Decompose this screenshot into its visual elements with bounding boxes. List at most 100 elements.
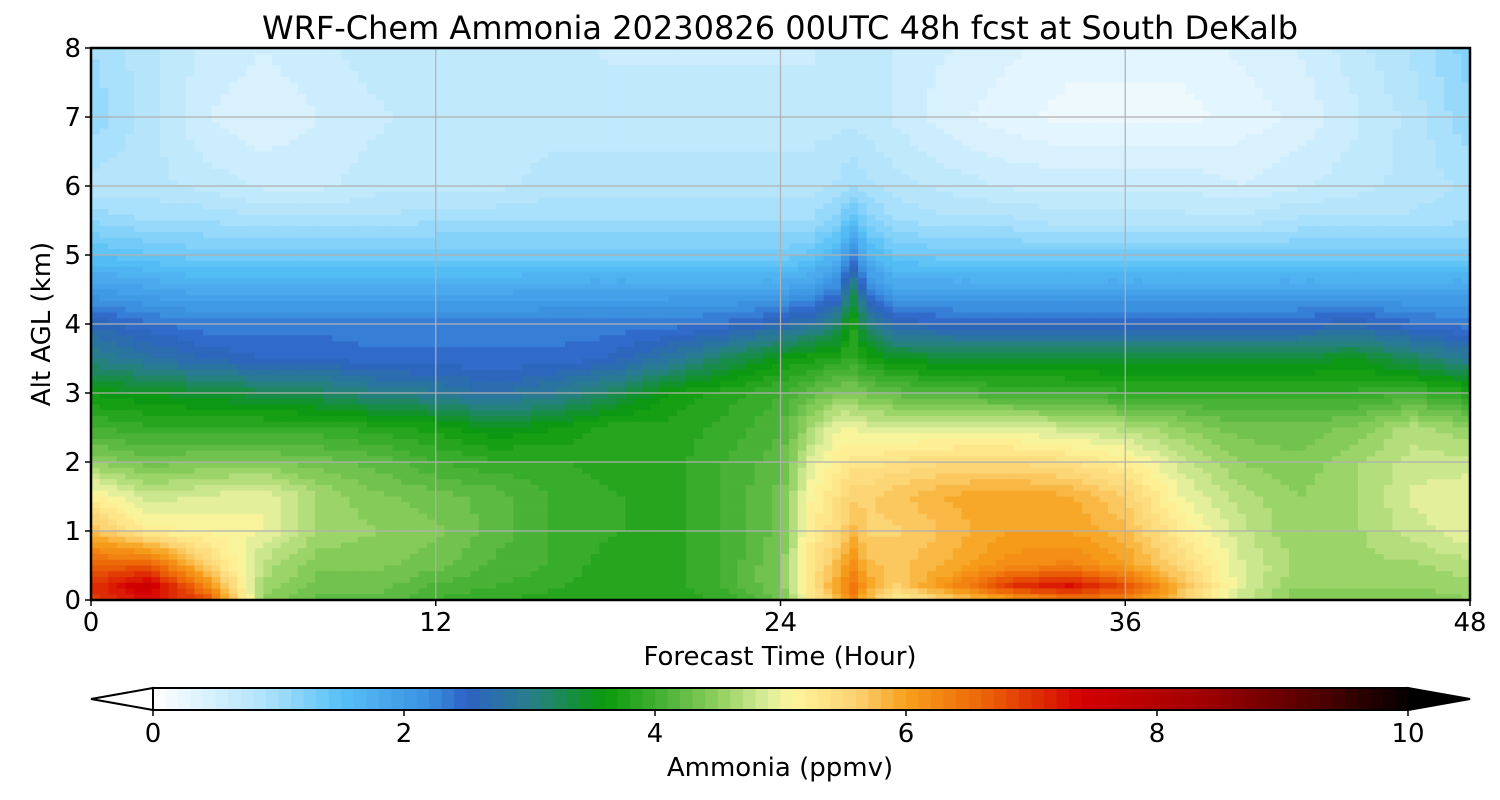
heatmap-cell: [185, 157, 196, 164]
heatmap-cell: [935, 111, 945, 118]
heatmap-cell: [892, 53, 902, 61]
heatmap-cell: [185, 168, 196, 176]
heatmap-cell: [1340, 214, 1350, 222]
heatmap-cell: [1030, 111, 1040, 118]
heatmap-cell: [789, 168, 799, 176]
heatmap-cell: [573, 76, 583, 84]
heatmap-cell: [332, 111, 342, 118]
heatmap-cell: [306, 59, 316, 66]
heatmap-cell: [573, 88, 583, 95]
heatmap-cell: [1392, 140, 1402, 147]
heatmap-cell: [1220, 76, 1230, 84]
heatmap-cell: [771, 168, 782, 176]
heatmap-cell: [642, 180, 652, 187]
heatmap-cell: [590, 117, 601, 124]
heatmap-cell: [754, 105, 764, 112]
heatmap-cell: [1021, 214, 1032, 222]
heatmap-cell: [271, 99, 282, 107]
heatmap-cell: [918, 94, 928, 101]
heatmap-cell: [970, 48, 980, 55]
heatmap-cell: [461, 94, 471, 101]
heatmap-cell: [1116, 220, 1126, 227]
heatmap-cell: [1185, 220, 1195, 227]
heatmap-cell: [1142, 180, 1152, 187]
heatmap-cell: [720, 99, 730, 107]
heatmap-cell: [375, 99, 385, 107]
heatmap-cell: [228, 76, 239, 84]
heatmap-cell: [625, 151, 635, 158]
heatmap-cell: [970, 117, 980, 124]
heatmap-cell: [875, 128, 885, 135]
heatmap-cell: [1332, 65, 1342, 72]
heatmap-cell: [1245, 197, 1256, 204]
heatmap-cell: [246, 209, 256, 216]
heatmap-cell: [1323, 65, 1333, 72]
heatmap-cell: [323, 174, 333, 181]
heatmap-cell: [1030, 94, 1040, 101]
heatmap-cell: [1047, 168, 1057, 176]
heatmap-cell: [228, 157, 239, 164]
heatmap-cell: [366, 168, 377, 176]
heatmap-cell: [151, 226, 161, 233]
heatmap-cell: [935, 82, 945, 89]
heatmap-cell: [1314, 99, 1325, 107]
heatmap-cell: [1297, 134, 1307, 141]
heatmap-cell: [642, 203, 652, 210]
heatmap-cell: [1409, 82, 1419, 89]
heatmap-cell: [944, 180, 954, 187]
heatmap-cell: [1004, 174, 1014, 181]
heatmap-cell: [1185, 191, 1195, 199]
heatmap-cell: [789, 76, 799, 84]
heatmap-cell: [263, 191, 273, 199]
heatmap-cell: [866, 122, 876, 130]
heatmap-cell: [203, 186, 213, 193]
heatmap-cell: [995, 145, 1006, 153]
heatmap-cell: [168, 209, 178, 216]
heatmap-cell: [1082, 140, 1092, 147]
heatmap-cell: [892, 134, 902, 141]
heatmap-cell: [263, 53, 273, 61]
heatmap-cell: [237, 71, 247, 78]
heatmap-cell: [832, 203, 842, 210]
heatmap-cell: [1064, 53, 1075, 61]
heatmap-cell: [1271, 59, 1281, 66]
heatmap-cell: [366, 203, 377, 210]
heatmap-cell: [1116, 105, 1126, 112]
heatmap-cell: [616, 168, 626, 176]
heatmap-cell: [203, 111, 213, 118]
heatmap-cell: [892, 122, 902, 130]
heatmap-cell: [970, 122, 980, 130]
heatmap-cell: [754, 151, 764, 158]
heatmap-cell: [539, 220, 549, 227]
heatmap-cell: [806, 82, 816, 89]
heatmap-cell: [1013, 117, 1023, 124]
heatmap-cell: [159, 186, 170, 193]
heatmap-cell: [892, 65, 902, 72]
heatmap-cell: [177, 134, 187, 141]
heatmap-cell: [1030, 209, 1040, 216]
heatmap-cell: [1168, 163, 1178, 170]
heatmap-cell: [375, 105, 385, 112]
heatmap-cell: [1194, 111, 1204, 118]
heatmap-cell: [409, 128, 420, 135]
heatmap-cell: [849, 174, 859, 181]
heatmap-cell: [185, 191, 196, 199]
heatmap-cell: [1332, 94, 1342, 101]
heatmap-cell: [995, 122, 1006, 130]
heatmap-cell: [1357, 88, 1368, 95]
heatmap-cell: [1409, 117, 1419, 124]
heatmap-cell: [1263, 163, 1273, 170]
heatmap-cell: [1245, 180, 1256, 187]
heatmap-cell: [1151, 105, 1161, 112]
heatmap-cell: [901, 168, 911, 176]
heatmap-cell: [427, 48, 437, 55]
heatmap-cell: [1237, 53, 1247, 61]
heatmap-cell: [711, 168, 721, 176]
heatmap-cell: [1013, 88, 1023, 95]
heatmap-cell: [737, 140, 747, 147]
heatmap-cell: [203, 117, 213, 124]
heatmap-cell: [935, 122, 945, 130]
heatmap-cell: [418, 122, 428, 130]
heatmap-cell: [194, 82, 204, 89]
heatmap-cell: [521, 71, 532, 78]
